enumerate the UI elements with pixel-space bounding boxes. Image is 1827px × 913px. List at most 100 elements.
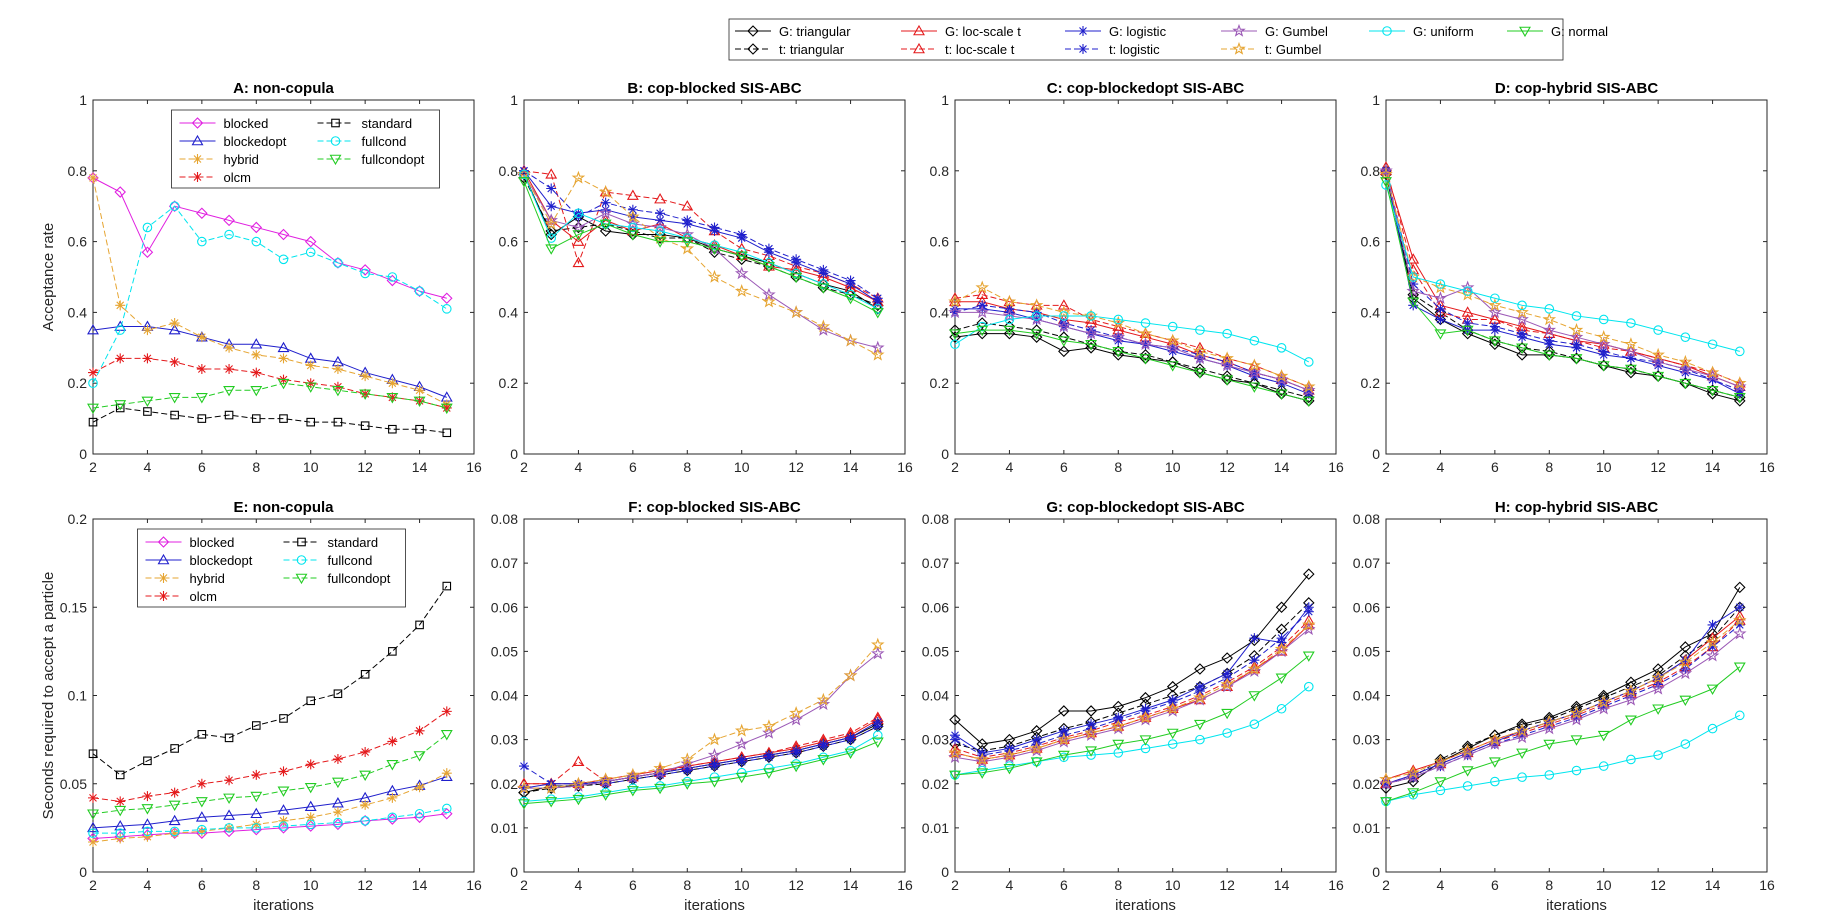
series-standard	[88, 581, 452, 780]
y-axis-label: Acceptance rate	[40, 223, 57, 331]
legend-label: blocked	[224, 116, 269, 131]
data-point	[1302, 617, 1316, 631]
legend-marker	[913, 42, 925, 54]
data-point	[763, 243, 774, 254]
data-point	[1165, 333, 1180, 347]
data-point	[736, 756, 747, 767]
data-point	[1488, 732, 1502, 746]
data-point	[1138, 712, 1153, 726]
x-tick-label: 12	[1219, 459, 1235, 475]
data-point	[573, 208, 584, 219]
x-tick-label: 14	[843, 459, 859, 475]
legend-marker	[1078, 26, 1088, 36]
data-point	[1680, 332, 1691, 342]
series-g-normal	[1380, 177, 1746, 404]
data-point	[1249, 633, 1260, 644]
data-point	[1249, 655, 1260, 666]
data-point	[1680, 739, 1691, 749]
data-point	[628, 222, 638, 233]
legend-entry: G: triangular	[735, 24, 851, 39]
data-point	[1274, 642, 1289, 655]
chart-title: E: non-copula	[234, 499, 335, 516]
data-point	[1462, 781, 1473, 791]
data-point	[572, 755, 585, 766]
data-point	[88, 378, 98, 389]
data-point	[1167, 321, 1178, 332]
y-tick-label: 0.2	[499, 375, 519, 391]
y-tick-label: 0.01	[922, 820, 949, 836]
chart-title: G: cop-blockedopt SIS-ABC	[1046, 499, 1245, 516]
data-point	[1193, 368, 1206, 379]
y-tick-label: 0.08	[491, 511, 518, 527]
data-point	[1488, 298, 1502, 312]
data-point	[653, 230, 667, 244]
series-line	[523, 741, 878, 805]
series-line	[523, 181, 879, 313]
data-point	[360, 746, 371, 757]
data-point	[1406, 770, 1420, 783]
data-point	[414, 395, 425, 406]
data-point	[734, 266, 749, 280]
data-point	[763, 752, 774, 763]
x-tick-label: 2	[1382, 877, 1390, 893]
legend-entry: hybrid	[179, 152, 259, 167]
data-point	[414, 725, 425, 736]
data-point	[1222, 356, 1233, 367]
data-point	[88, 417, 98, 427]
data-point	[169, 826, 180, 837]
data-point	[142, 831, 153, 842]
data-point	[708, 777, 721, 788]
y-tick-label: 0	[510, 446, 518, 462]
data-point	[1571, 765, 1582, 776]
data-point	[1734, 619, 1745, 630]
data-point	[626, 770, 640, 783]
data-point	[1596, 694, 1611, 708]
data-point	[387, 378, 398, 389]
data-point	[224, 364, 235, 375]
data-point	[196, 207, 208, 220]
data-point	[115, 833, 126, 844]
data-point	[88, 836, 98, 847]
data-point	[1221, 375, 1234, 386]
data-point	[1461, 306, 1474, 317]
data-point	[1705, 365, 1720, 379]
data-point	[626, 189, 639, 200]
data-point	[546, 183, 557, 194]
data-point	[1705, 635, 1720, 649]
data-point	[1166, 361, 1179, 372]
data-point	[196, 332, 207, 343]
data-point	[1653, 750, 1663, 760]
data-point	[1193, 692, 1207, 706]
data-point	[251, 769, 262, 780]
data-point	[387, 812, 398, 823]
data-point	[948, 294, 962, 308]
data-point	[572, 235, 585, 246]
series-line	[92, 382, 447, 409]
y-tick-label: 0.8	[499, 163, 519, 179]
data-point	[415, 620, 424, 630]
legend-box	[171, 109, 440, 189]
data-point	[359, 264, 371, 276]
data-point	[169, 787, 180, 798]
data-point	[359, 770, 372, 782]
x-tick-label: 8	[1114, 877, 1122, 893]
y-tick-label: 1	[941, 92, 949, 108]
legend-label: olcm	[224, 170, 251, 185]
series-line	[954, 606, 1310, 754]
data-point	[306, 696, 316, 706]
data-point	[818, 264, 829, 275]
data-point	[360, 268, 370, 279]
x-tick-label: 14	[1274, 877, 1290, 893]
data-point	[734, 723, 749, 737]
data-point	[333, 689, 343, 699]
data-point	[1057, 731, 1070, 742]
data-point	[279, 714, 288, 723]
y-axis-label: Seconds required to accept a particle	[40, 572, 57, 820]
data-point	[387, 736, 398, 747]
series-line	[92, 177, 448, 405]
data-point	[1544, 770, 1555, 780]
figure-legend: G: triangular t: triangular G: loc-scale t…	[728, 18, 1608, 61]
x-tick-labels: 2 4 6 8 10 12 14 16	[520, 459, 913, 475]
chart-title: H: cop-hybrid SIS-ABC	[1495, 499, 1658, 516]
data-point	[360, 816, 370, 826]
